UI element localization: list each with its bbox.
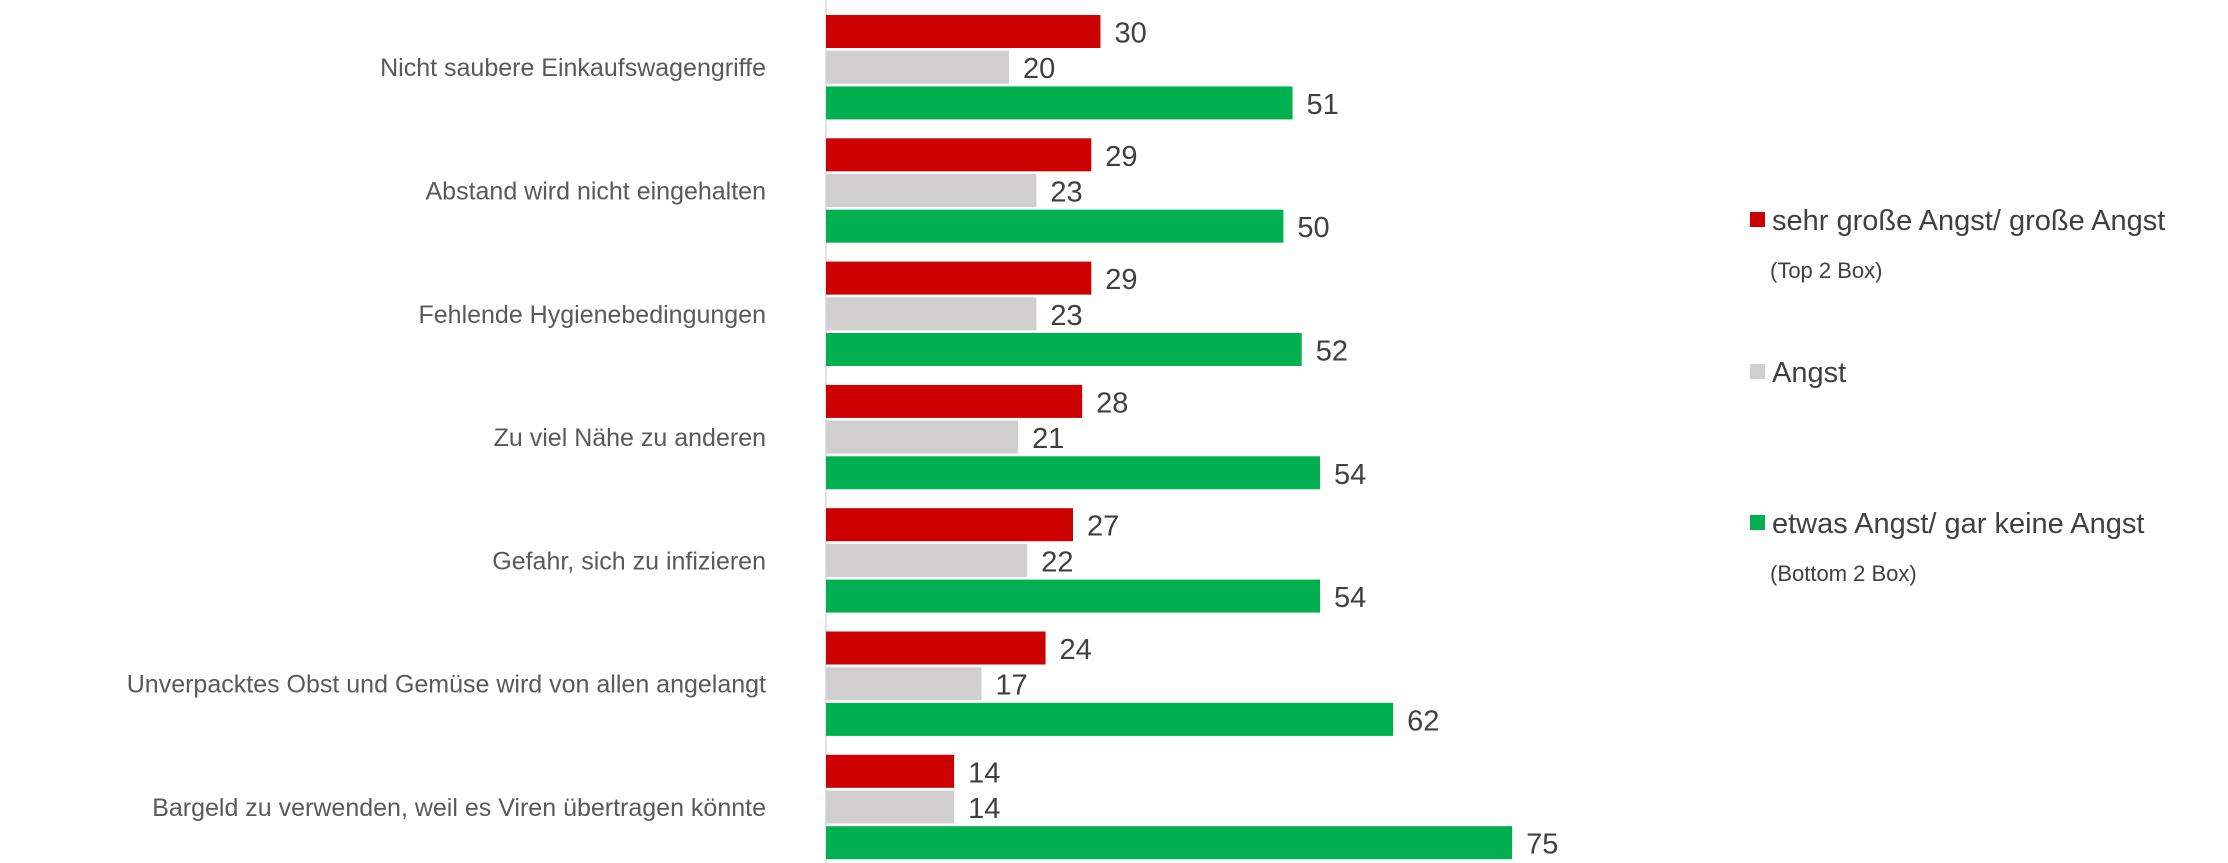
data-label: 62 (1407, 705, 1439, 737)
data-label: 75 (1526, 829, 1558, 861)
bar-angst (826, 790, 955, 824)
bar-bottom2 (826, 579, 1320, 613)
bar-top2 (826, 261, 1092, 295)
legend-label: etwas Angst/ gar keine Angst (1772, 508, 2144, 540)
category-label: Gefahr, sich zu infizieren (492, 547, 766, 575)
data-label: 23 (1050, 177, 1082, 209)
data-label: 50 (1297, 212, 1329, 244)
plot-area: Nicht saubere Einkaufswagengriffe 30 20 51 A… (127, 0, 1558, 863)
bar-bottom2 (826, 826, 1513, 860)
data-label: 51 (1307, 89, 1339, 121)
category-label: Unverpacktes Obst und Gemüse wird von al… (127, 671, 766, 699)
bar-bottom2 (826, 702, 1394, 736)
data-label: 29 (1105, 141, 1137, 173)
data-label: 20 (1023, 53, 1055, 85)
data-label: 24 (1060, 634, 1092, 666)
bar-bottom2 (826, 456, 1320, 490)
legend: sehr große Angst/ große Angst (Top 2 Box)… (1750, 205, 2165, 586)
bar-top2 (826, 15, 1101, 48)
data-label: 23 (1050, 300, 1082, 332)
category-label: Fehlende Hygienebedingungen (418, 301, 766, 329)
data-label: 17 (996, 670, 1028, 702)
bar-bottom2 (826, 209, 1284, 243)
data-label: 14 (968, 757, 1000, 789)
legend-swatch (1750, 212, 1765, 227)
bar-top2 (826, 508, 1073, 542)
data-label: 54 (1334, 582, 1366, 614)
category-label: Bargeld zu verwenden, weil es Viren über… (152, 794, 766, 822)
legend-sublabel: (Top 2 Box) (1770, 258, 1883, 283)
bar-angst (826, 174, 1037, 207)
bar-top2 (826, 384, 1083, 418)
legend-label: sehr große Angst/ große Angst (1772, 205, 2165, 237)
data-label: 27 (1087, 511, 1119, 543)
bar-bottom2 (826, 333, 1302, 366)
legend-sublabel: (Bottom 2 Box) (1770, 561, 1917, 586)
bar-bottom2 (826, 86, 1293, 120)
bar-angst (826, 297, 1037, 331)
category-label: Abstand wird nicht eingehalten (425, 178, 766, 206)
legend-swatch (1750, 364, 1765, 379)
legend-label: Angst (1772, 357, 1846, 389)
bar-angst (826, 420, 1019, 454)
data-label: 28 (1096, 387, 1128, 419)
data-label: 52 (1316, 336, 1348, 368)
bar-top2 (826, 631, 1046, 665)
bar-top2 (826, 138, 1092, 172)
category-label: Nicht saubere Einkaufswagengriffe (380, 54, 766, 82)
data-label: 30 (1114, 18, 1146, 50)
bar-angst (826, 543, 1028, 577)
data-label: 22 (1041, 546, 1073, 578)
data-label: 21 (1032, 423, 1064, 455)
category-label: Zu viel Nähe zu anderen (494, 424, 766, 452)
bar-angst (826, 667, 982, 701)
data-label: 14 (968, 793, 1000, 825)
data-label: 54 (1334, 459, 1366, 491)
bar-top2 (826, 754, 955, 788)
bar-angst (826, 50, 1009, 84)
data-label: 29 (1105, 264, 1137, 296)
legend-swatch (1750, 515, 1765, 530)
